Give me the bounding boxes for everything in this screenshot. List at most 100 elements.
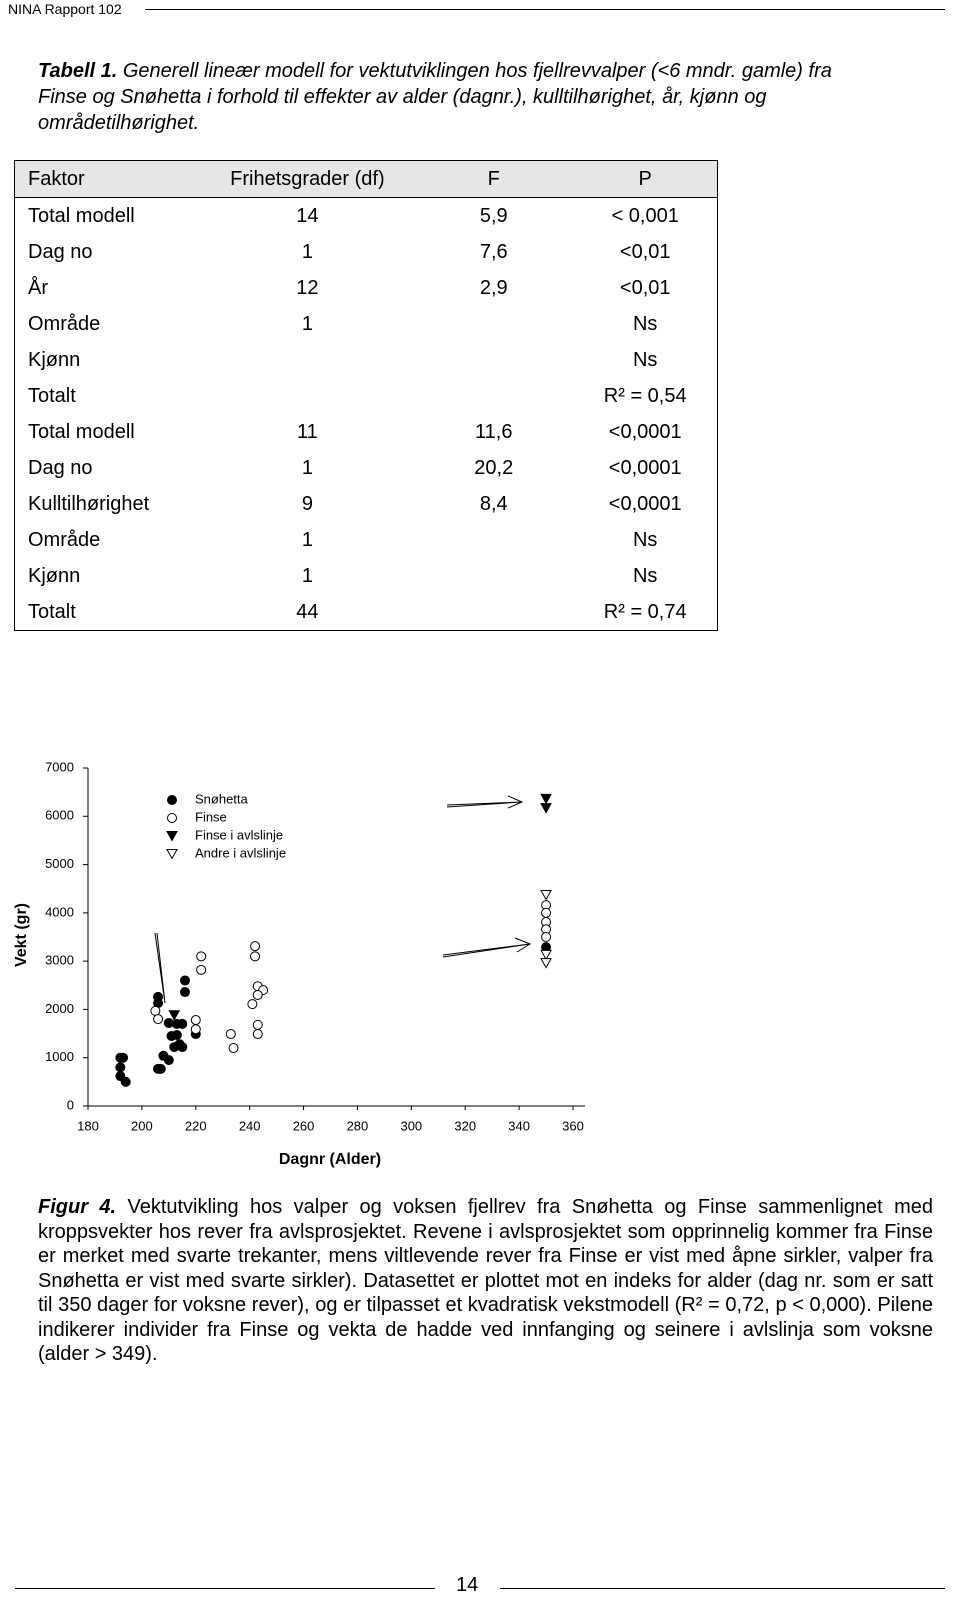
point bbox=[252, 1029, 263, 1040]
point bbox=[177, 1042, 188, 1053]
table-row: År 12 2,9 <0,01 bbox=[15, 270, 718, 306]
point bbox=[541, 932, 552, 942]
figure-caption: Figur 4. Vektutvikling hos valper og vok… bbox=[38, 1195, 933, 1367]
y-tick-label: 2000 bbox=[45, 1001, 74, 1016]
table-cell: Kjønn bbox=[28, 564, 81, 587]
table-cell: Dag no bbox=[28, 240, 93, 263]
table-row: Total modell 11 11,6 <0,0001 bbox=[15, 414, 718, 450]
table-cell: <0,0001 bbox=[608, 420, 682, 443]
point bbox=[190, 1015, 201, 1026]
x-tick-label: 280 bbox=[347, 1118, 369, 1133]
point bbox=[180, 975, 190, 986]
legend-label: Finse i avlslinje bbox=[195, 827, 283, 842]
table-row: Dag no 1 20,2 <0,0001 bbox=[15, 450, 718, 486]
table-cell: 1 bbox=[301, 240, 313, 263]
arrows bbox=[154, 795, 532, 1004]
legend-marker bbox=[166, 831, 178, 842]
arrow bbox=[442, 937, 532, 958]
column-header: F bbox=[414, 160, 574, 198]
footer-rule bbox=[15, 1588, 435, 1589]
point bbox=[163, 1055, 174, 1066]
x-tick-label: 180 bbox=[77, 1118, 99, 1133]
point bbox=[153, 1014, 164, 1025]
table-row: Total modell 14 5,9 < 0,001 bbox=[15, 198, 718, 235]
y-tick-label: 4000 bbox=[45, 904, 74, 919]
table-cell: 20,2 bbox=[474, 456, 514, 479]
y-axis-label: Vekt (gr) bbox=[13, 903, 30, 967]
point bbox=[252, 1019, 263, 1030]
table-cell: Ns bbox=[632, 528, 658, 551]
point bbox=[540, 793, 552, 805]
caption-text: Generell lineær modell for vektutvikling… bbox=[38, 60, 832, 134]
table-cell: Område bbox=[28, 528, 101, 551]
y-tick-label: 0 bbox=[67, 1097, 74, 1112]
point bbox=[250, 951, 261, 962]
y-tick-label: 1000 bbox=[45, 1049, 74, 1064]
page-number: 14 bbox=[456, 1574, 479, 1596]
point bbox=[120, 1076, 131, 1087]
table-cell: R² = 0,74 bbox=[603, 600, 687, 623]
point bbox=[252, 989, 263, 1000]
x-tick-label: 320 bbox=[454, 1118, 476, 1133]
table-cell bbox=[414, 594, 573, 631]
table-cell: <0,0001 bbox=[608, 492, 682, 515]
y-tick-label: 6000 bbox=[45, 808, 74, 823]
point bbox=[155, 1063, 166, 1074]
chart: Vekt (gr) Dagnr (Alder) 0 1000 2000 3000 400… bbox=[13, 759, 585, 1168]
table-cell: Ns bbox=[632, 564, 658, 587]
caption-text: Vektutvikling hos valper og voksen fjell… bbox=[38, 1196, 934, 1365]
table-cell bbox=[414, 522, 573, 558]
legend-marker bbox=[167, 795, 177, 805]
caption-label: Figur 4. bbox=[38, 1196, 117, 1218]
table-cell: <0,01 bbox=[619, 240, 671, 263]
column-header: P bbox=[573, 160, 718, 198]
table-cell: Ns bbox=[632, 348, 658, 371]
x-tick-label: 260 bbox=[293, 1118, 315, 1133]
table-cell bbox=[201, 378, 414, 414]
table-cell: Totalt bbox=[28, 600, 76, 623]
y-tick-label: 5000 bbox=[45, 856, 74, 871]
table-cell: 12 bbox=[296, 276, 319, 299]
y-tick-label: 3000 bbox=[45, 953, 74, 968]
y-tick-label: 7000 bbox=[45, 759, 74, 774]
running-header: NINA Rapport 102 bbox=[8, 1, 122, 17]
x-axis-label: Dagnr (Alder) bbox=[279, 1151, 381, 1168]
table-cell bbox=[414, 558, 573, 594]
table-cell bbox=[414, 306, 573, 342]
point bbox=[150, 1005, 161, 1016]
table-cell: Total modell bbox=[28, 420, 135, 443]
table-cell: Dag no bbox=[28, 456, 93, 479]
header-rule bbox=[145, 9, 945, 10]
table-row: Område 1 Ns bbox=[15, 522, 718, 558]
table-cell: 1 bbox=[301, 564, 313, 587]
point bbox=[118, 1052, 129, 1063]
table-cell: År bbox=[28, 276, 48, 299]
point bbox=[190, 1024, 201, 1035]
point bbox=[171, 1030, 182, 1041]
x-tick-label: 220 bbox=[185, 1118, 207, 1133]
arrow bbox=[154, 932, 166, 1004]
point bbox=[196, 964, 207, 975]
arrow bbox=[446, 795, 524, 809]
caption-label: Tabell 1. bbox=[38, 60, 118, 82]
point bbox=[163, 1017, 174, 1028]
table-cell: 9 bbox=[301, 492, 313, 515]
footer-rule bbox=[500, 1588, 945, 1589]
legend-marker bbox=[167, 813, 177, 823]
table-cell: Total modell bbox=[28, 204, 135, 227]
x-tick-label: 200 bbox=[131, 1118, 153, 1133]
table-caption: Tabell 1. Generell lineær modell for vek… bbox=[38, 58, 858, 136]
point bbox=[196, 951, 207, 962]
table-cell: <0,0001 bbox=[608, 456, 682, 479]
column-header: Frihetsgrader (df) bbox=[200, 160, 415, 198]
legend-label: Snøhetta bbox=[195, 791, 249, 806]
table-row: Dag no 1 7,6 <0,01 bbox=[15, 234, 718, 270]
table-row: Kjønn Ns bbox=[15, 342, 718, 378]
table-cell: Kulltilhørighet bbox=[28, 492, 150, 515]
table-cell bbox=[201, 342, 414, 378]
table: Faktor Frihetsgrader (df) F P Total modell 14… bbox=[14, 160, 718, 631]
table-cell: 5,9 bbox=[479, 204, 508, 227]
table-row: Totalt R² = 0,54 bbox=[15, 378, 718, 414]
column-header: Faktor bbox=[14, 160, 201, 198]
